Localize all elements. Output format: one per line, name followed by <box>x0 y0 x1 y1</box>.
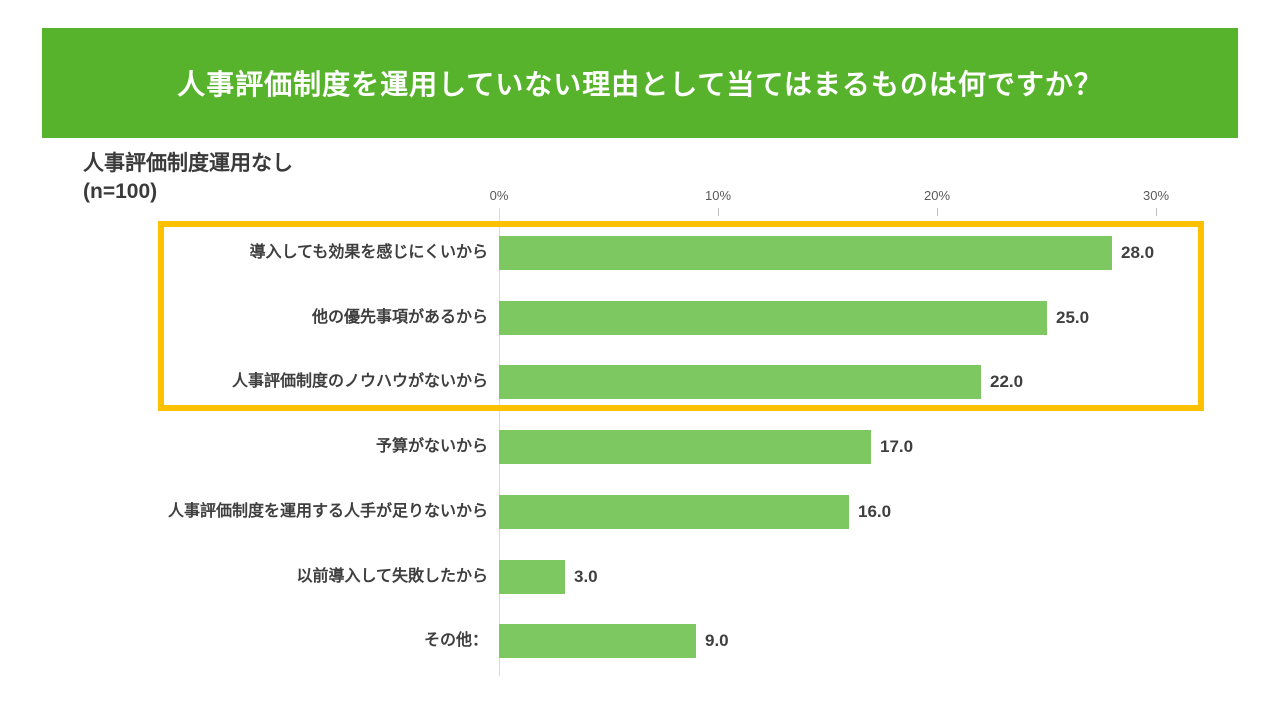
value-label: 17.0 <box>880 437 914 456</box>
category-label: 他の優先事項があるから <box>311 309 488 326</box>
x-axis-tick-label: 30% <box>1142 188 1170 203</box>
question-title: 人事評価制度を運用していない理由として当てはまるものは何ですか？ <box>177 69 1103 100</box>
x-axis-tick-mark <box>937 208 938 216</box>
value-label: 22.0 <box>990 372 1024 391</box>
x-axis-tick-label: 20% <box>923 188 951 203</box>
category-label: 人事評価制度のノウハウがないから <box>231 373 488 390</box>
value-label: 9.0 <box>705 631 729 650</box>
value-label: 25.0 <box>1056 308 1090 327</box>
bar <box>499 430 871 464</box>
x-axis-tick-label: 0% <box>489 188 509 203</box>
chart-subtitle: 人事評価制度運用なし (n=100) <box>83 150 293 206</box>
subtitle-line-1: 人事評価制度運用なし <box>83 152 293 175</box>
category-label: 導入しても効果を感じにくいから <box>249 244 488 261</box>
value-label: 28.0 <box>1121 243 1155 262</box>
question-banner: 人事評価制度を運用していない理由として当てはまるものは何ですか？ <box>42 28 1238 138</box>
category-label: その他： <box>423 632 488 649</box>
subtitle-line-2: (n=100) <box>83 180 158 203</box>
value-label: 16.0 <box>858 502 892 521</box>
bar <box>499 236 1112 270</box>
x-axis-tick-mark <box>718 208 719 216</box>
category-label: 予算がないから <box>375 438 488 455</box>
bar <box>499 365 981 399</box>
bar <box>499 624 696 658</box>
x-axis-tick-label: 10% <box>704 188 732 203</box>
value-label: 3.0 <box>574 567 598 586</box>
category-label: 以前導入して失敗したから <box>296 568 488 585</box>
bar <box>499 560 565 594</box>
x-axis-tick-mark <box>1156 208 1157 216</box>
bar <box>499 495 849 529</box>
bar <box>499 301 1047 335</box>
category-label: 人事評価制度を運用する人手が足りないから <box>167 503 488 520</box>
